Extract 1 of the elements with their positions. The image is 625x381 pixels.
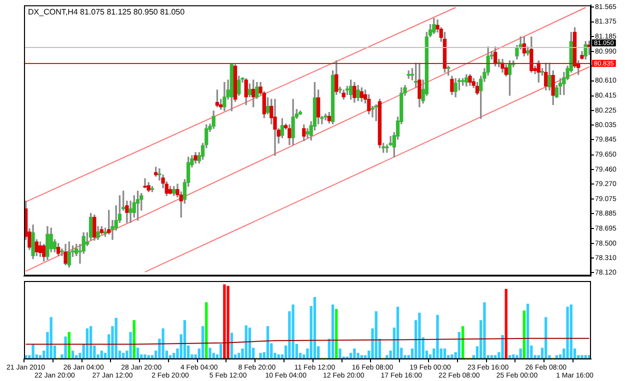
chart-title: DX_CONT,H4 81.075 81.125 80.950 81.050: [28, 7, 186, 16]
